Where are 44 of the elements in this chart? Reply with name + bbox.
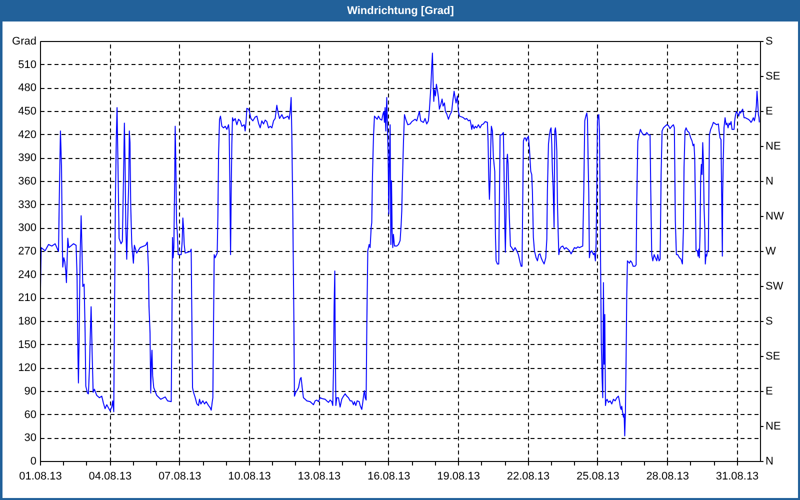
y-tick-label: 360 xyxy=(18,176,37,188)
y-tick-label: 420 xyxy=(18,128,37,141)
category-label: NE xyxy=(766,140,781,152)
y-tick-label: 330 xyxy=(18,198,37,211)
category-label: W xyxy=(766,246,776,258)
y-tick-label: 0 xyxy=(30,456,37,468)
x-tick-label: 16.08.13 xyxy=(367,470,410,482)
y-tick-label: 270 xyxy=(18,246,37,258)
category-label: NW xyxy=(766,210,784,222)
category-label: E xyxy=(766,386,773,398)
y-tick-label: 450 xyxy=(18,106,37,118)
x-tick-label: 10.08.13 xyxy=(228,470,271,482)
category-label: SE xyxy=(766,350,780,362)
x-tick-label: 19.08.13 xyxy=(437,470,480,482)
y-axis-title: Grad xyxy=(12,36,37,48)
category-label: SE xyxy=(766,70,780,82)
y-tick-label: 180 xyxy=(18,316,37,328)
x-tick-label: 01.08.13 xyxy=(19,470,62,482)
x-tick-label: 07.08.13 xyxy=(158,470,202,482)
y-tick-label: 240 xyxy=(18,268,37,281)
y-tick-label: 390 xyxy=(18,152,37,164)
category-label: N xyxy=(766,456,774,468)
chart-title: Windrichtung [Grad] xyxy=(347,5,454,17)
y-tick-label: 510 xyxy=(18,58,37,71)
category-label: S xyxy=(766,316,773,328)
category-label: N xyxy=(766,176,774,188)
y-tick-label: 60 xyxy=(24,408,37,421)
y-tick-label: 90 xyxy=(24,386,37,398)
y-tick-label: 30 xyxy=(24,432,37,444)
y-tick-label: 210 xyxy=(18,292,37,304)
y-tick-label: 120 xyxy=(18,362,37,374)
y-tick-label: 480 xyxy=(18,82,37,94)
category-label: E xyxy=(766,106,773,118)
x-tick-label: 28.08.13 xyxy=(646,470,690,482)
category-label: NE xyxy=(766,420,781,432)
category-label: SW xyxy=(766,280,784,292)
y-tick-label: 150 xyxy=(18,338,37,351)
category-label: S xyxy=(766,36,773,48)
x-tick-label: 22.08.13 xyxy=(506,470,550,482)
x-tick-label: 31.08.13 xyxy=(716,470,759,482)
x-tick-label: 25.08.13 xyxy=(576,470,620,482)
y-tick-label: 300 xyxy=(18,222,37,234)
x-tick-label: 13.08.13 xyxy=(298,470,341,482)
x-tick-label: 04.08.13 xyxy=(88,470,132,482)
